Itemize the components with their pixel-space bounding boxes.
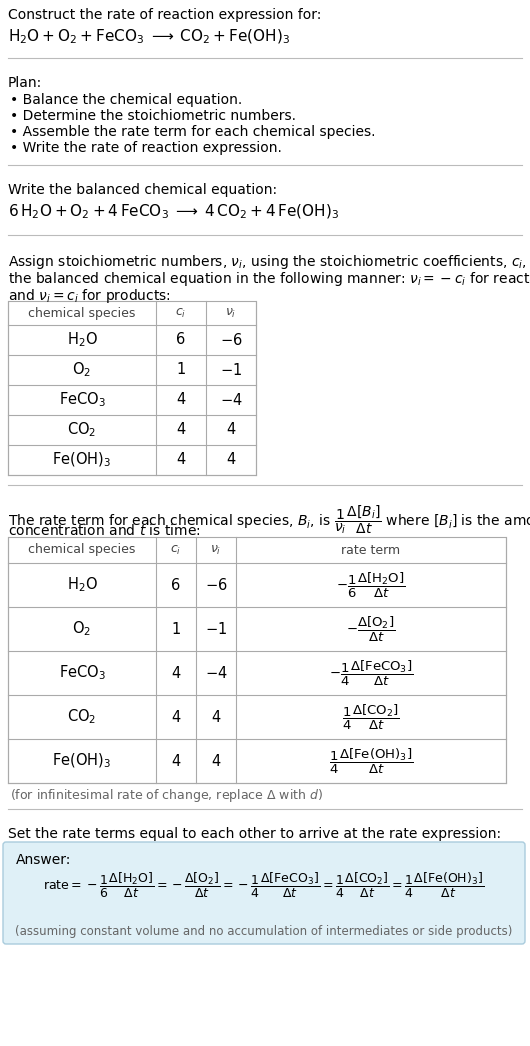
- Text: 6: 6: [176, 333, 186, 347]
- Text: • Write the rate of reaction expression.: • Write the rate of reaction expression.: [10, 141, 282, 155]
- Text: $\mathrm{FeCO_3}$: $\mathrm{FeCO_3}$: [58, 390, 105, 409]
- Text: $-4$: $-4$: [205, 665, 227, 681]
- Text: $\mathrm{O_2}$: $\mathrm{O_2}$: [73, 619, 92, 638]
- Text: 6: 6: [171, 577, 181, 592]
- Text: $\mathrm{H_2O + O_2 + FeCO_3 \;\longrightarrow\; CO_2 + Fe(OH)_3}$: $\mathrm{H_2O + O_2 + FeCO_3 \;\longrigh…: [8, 28, 290, 46]
- Text: $\dfrac{1}{4}\dfrac{\Delta[\mathrm{CO_2}]}{\Delta t}$: $\dfrac{1}{4}\dfrac{\Delta[\mathrm{CO_2}…: [342, 702, 400, 731]
- Text: • Balance the chemical equation.: • Balance the chemical equation.: [10, 93, 242, 107]
- Text: $\mathrm{O_2}$: $\mathrm{O_2}$: [73, 361, 92, 380]
- Text: the balanced chemical equation in the following manner: $\nu_i = -c_i$ for react: the balanced chemical equation in the fo…: [8, 270, 530, 288]
- Text: $\mathrm{CO_2}$: $\mathrm{CO_2}$: [67, 420, 96, 439]
- Text: 4: 4: [176, 453, 186, 468]
- Text: chemical species: chemical species: [28, 306, 136, 319]
- Text: 4: 4: [211, 753, 220, 769]
- Bar: [8, 301, 256, 475]
- Text: 4: 4: [176, 423, 186, 437]
- Text: $\nu_i$: $\nu_i$: [225, 306, 237, 319]
- Text: • Assemble the rate term for each chemical species.: • Assemble the rate term for each chemic…: [10, 126, 375, 139]
- Text: $-\dfrac{1}{4}\dfrac{\Delta[\mathrm{FeCO_3}]}{\Delta t}$: $-\dfrac{1}{4}\dfrac{\Delta[\mathrm{FeCO…: [329, 658, 413, 687]
- Text: Construct the rate of reaction expression for:: Construct the rate of reaction expressio…: [8, 8, 321, 22]
- Text: 4: 4: [171, 709, 181, 725]
- Text: $\dfrac{1}{4}\dfrac{\Delta[\mathrm{Fe(OH)_3}]}{\Delta t}$: $\dfrac{1}{4}\dfrac{\Delta[\mathrm{Fe(OH…: [329, 747, 413, 776]
- Text: 4: 4: [171, 753, 181, 769]
- Text: $-6$: $-6$: [205, 577, 227, 593]
- Text: Answer:: Answer:: [16, 852, 72, 867]
- Text: $c_i$: $c_i$: [170, 544, 182, 556]
- Text: 4: 4: [171, 665, 181, 681]
- Text: $\nu_i$: $\nu_i$: [210, 544, 222, 556]
- Text: $-1$: $-1$: [205, 621, 227, 637]
- Text: rate term: rate term: [341, 544, 401, 556]
- Text: 1: 1: [171, 621, 181, 637]
- Text: (for infinitesimal rate of change, replace $\Delta$ with $d$): (for infinitesimal rate of change, repla…: [10, 787, 323, 804]
- Text: $\mathrm{Fe(OH)_3}$: $\mathrm{Fe(OH)_3}$: [52, 451, 111, 470]
- Text: (assuming constant volume and no accumulation of intermediates or side products): (assuming constant volume and no accumul…: [15, 925, 513, 937]
- Text: 1: 1: [176, 363, 186, 378]
- Text: $\mathrm{CO_2}$: $\mathrm{CO_2}$: [67, 708, 96, 726]
- Text: $\mathrm{H_2O}$: $\mathrm{H_2O}$: [67, 331, 98, 349]
- Text: $\mathrm{H_2O}$: $\mathrm{H_2O}$: [67, 575, 98, 594]
- Text: $\mathrm{FeCO_3}$: $\mathrm{FeCO_3}$: [58, 663, 105, 682]
- Text: $\mathrm{rate} = -\dfrac{1}{6}\dfrac{\Delta[\mathrm{H_2O}]}{\Delta t} = -\dfrac{: $\mathrm{rate} = -\dfrac{1}{6}\dfrac{\De…: [43, 870, 484, 900]
- Bar: [8, 537, 506, 783]
- Text: The rate term for each chemical species, $B_i$, is $\dfrac{1}{\nu_i}\dfrac{\Delt: The rate term for each chemical species,…: [8, 503, 530, 536]
- Text: • Determine the stoichiometric numbers.: • Determine the stoichiometric numbers.: [10, 109, 296, 123]
- Text: $-6$: $-6$: [220, 332, 242, 348]
- Text: 4: 4: [226, 423, 236, 437]
- Text: $\mathrm{Fe(OH)_3}$: $\mathrm{Fe(OH)_3}$: [52, 752, 111, 770]
- Text: $-\dfrac{\Delta[\mathrm{O_2}]}{\Delta t}$: $-\dfrac{\Delta[\mathrm{O_2}]}{\Delta t}…: [346, 614, 396, 643]
- Text: 4: 4: [176, 392, 186, 408]
- Text: Set the rate terms equal to each other to arrive at the rate expression:: Set the rate terms equal to each other t…: [8, 827, 501, 841]
- Text: Write the balanced chemical equation:: Write the balanced chemical equation:: [8, 183, 277, 197]
- Text: Plan:: Plan:: [8, 76, 42, 90]
- Text: and $\nu_i = c_i$ for products:: and $\nu_i = c_i$ for products:: [8, 287, 171, 305]
- Text: $-\dfrac{1}{6}\dfrac{\Delta[\mathrm{H_2O}]}{\Delta t}$: $-\dfrac{1}{6}\dfrac{\Delta[\mathrm{H_2O…: [337, 570, 405, 599]
- Text: $\mathrm{6\,H_2O + O_2 + 4\,FeCO_3 \;\longrightarrow\; 4\,CO_2 + 4\,Fe(OH)_3}$: $\mathrm{6\,H_2O + O_2 + 4\,FeCO_3 \;\lo…: [8, 203, 339, 222]
- Text: $-4$: $-4$: [219, 392, 242, 408]
- FancyBboxPatch shape: [3, 842, 525, 943]
- Text: Assign stoichiometric numbers, $\nu_i$, using the stoichiometric coefficients, $: Assign stoichiometric numbers, $\nu_i$, …: [8, 253, 530, 271]
- Text: concentration and $t$ is time:: concentration and $t$ is time:: [8, 523, 201, 538]
- Text: $-1$: $-1$: [220, 362, 242, 378]
- Text: chemical species: chemical species: [28, 544, 136, 556]
- Text: 4: 4: [226, 453, 236, 468]
- Text: 4: 4: [211, 709, 220, 725]
- Text: $c_i$: $c_i$: [175, 306, 187, 319]
